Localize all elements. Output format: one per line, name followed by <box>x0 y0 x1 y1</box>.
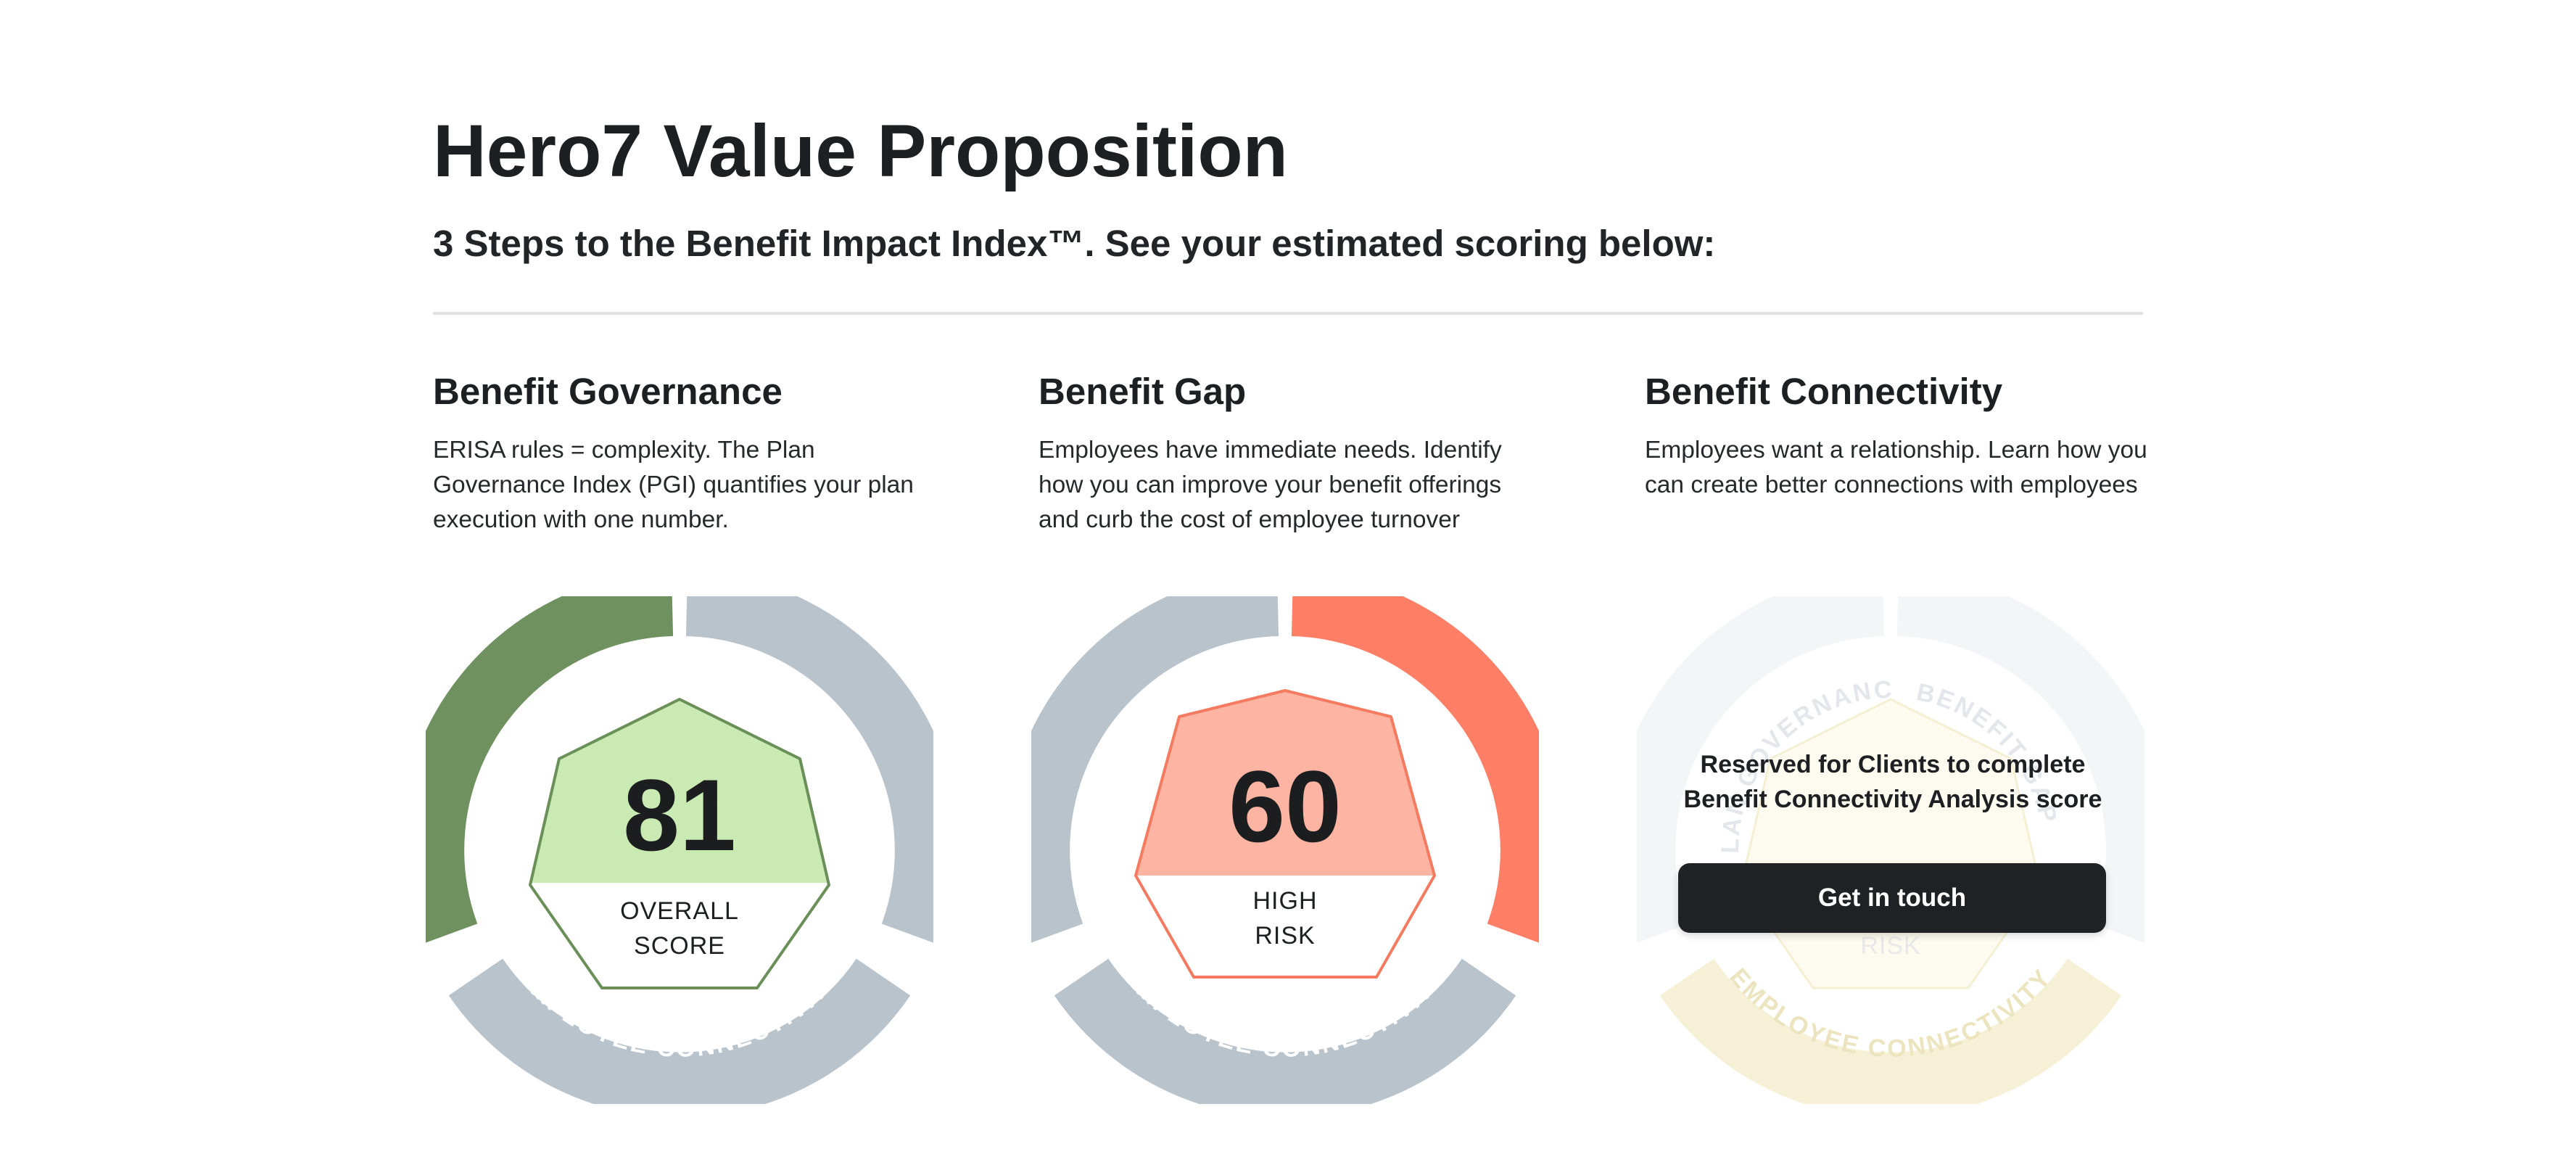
get-in-touch-button[interactable]: Get in touch <box>1678 863 2106 933</box>
score-gauge-connectivity-faded: PLAN GOVERNANCE BENEFIT GAP EMPLOYEE CON… <box>1637 596 2144 1104</box>
score-label-line1: OVERALL <box>620 897 739 925</box>
reserved-line1: Reserved for Clients to complete <box>1700 751 2086 778</box>
column-benefit-governance: Benefit Governance ERISA rules = complex… <box>433 370 970 538</box>
page-subtitle: 3 Steps to the Benefit Impact Index™. Se… <box>433 223 1716 264</box>
score-label-line2: RISK <box>1255 922 1316 950</box>
segment-employee-connectivity <box>1659 958 2122 1104</box>
score-gauge-governance: PLAN GOVERNANCE BENEFIT GAP EMPLOYEE CON… <box>426 596 933 1104</box>
score-value: 60 <box>1229 749 1342 863</box>
column-description: Employees have immediate needs. Identify… <box>1039 437 1502 533</box>
column-benefit-gap: Benefit Gap Employees have immediate nee… <box>1039 370 1575 538</box>
gauge-graphic: PLAN GOVERNANCE BENEFIT GAP EMPLOYEE CON… <box>426 596 933 1104</box>
score-fill <box>1136 691 1434 876</box>
segment-employee-connectivity <box>1054 958 1516 1104</box>
segment-plan-governance <box>426 596 674 943</box>
gauge-graphic: PLAN GOVERNANCE BENEFIT GAP EMPLOYEE CON… <box>1637 596 2144 1104</box>
score-fill <box>530 699 829 883</box>
segment-benefit-gap <box>1896 596 2144 943</box>
reserved-message: Reserved for Clients to complete Benefit… <box>1661 747 2125 817</box>
segment-benefit-gap <box>1291 596 1539 943</box>
divider <box>433 312 2143 315</box>
column-heading: Benefit Connectivity <box>1645 371 2003 412</box>
reserved-line2: Benefit Connectivity Analysis score <box>1683 786 2102 813</box>
column-description: Employees want a relationship. Learn how… <box>1645 437 2147 498</box>
score-outline <box>529 698 830 989</box>
column-description: ERISA rules = complexity. The Plan Gover… <box>433 437 914 533</box>
segment-employee-connectivity <box>448 958 911 1104</box>
segment-plan-governance <box>1637 596 1885 943</box>
column-heading: Benefit Gap <box>1039 371 1247 412</box>
score-label-line1: HIGH <box>1252 887 1318 915</box>
score-value: 81 <box>623 758 736 872</box>
segment-benefit-gap <box>685 596 933 943</box>
segment-plan-governance <box>1031 596 1279 943</box>
column-benefit-connectivity: Benefit Connectivity Employees want a re… <box>1645 370 2181 503</box>
gauge-graphic: PLAN GOVERNANCE BENEFIT GAP EMPLOYEE CON… <box>1031 596 1539 1104</box>
column-heading: Benefit Governance <box>433 371 783 412</box>
score-label-line2: RISK <box>1860 932 1921 960</box>
page-title: Hero7 Value Proposition <box>433 110 1288 192</box>
score-label-line2: SCORE <box>634 932 725 960</box>
score-outline <box>1134 689 1436 979</box>
score-gauge-benefit-gap: PLAN GOVERNANCE BENEFIT GAP EMPLOYEE CON… <box>1031 596 1539 1104</box>
